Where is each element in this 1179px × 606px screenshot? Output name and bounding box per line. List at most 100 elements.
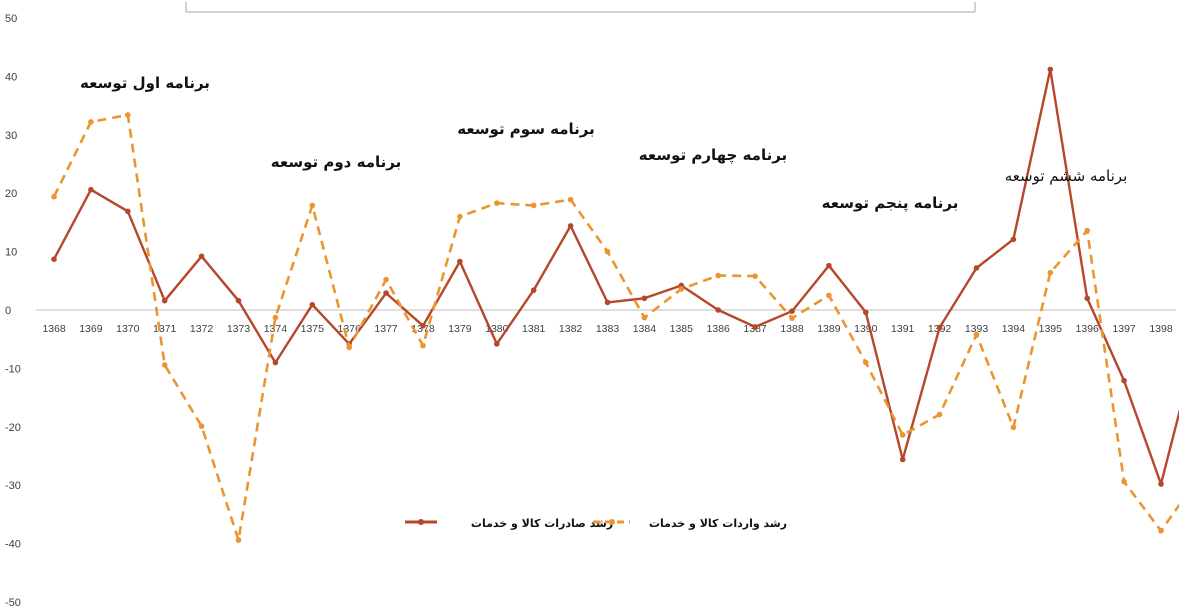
data-point-imports: [457, 213, 463, 220]
y-tick-label: 20: [5, 188, 17, 200]
data-point-imports: [567, 196, 574, 203]
y-tick-label: -40: [5, 539, 21, 551]
data-point-imports: [235, 537, 242, 543]
data-point-exports: [88, 186, 94, 193]
y-tick-label: -30: [5, 480, 21, 492]
data-point-imports: [1084, 227, 1090, 234]
data-point-imports: [1121, 478, 1127, 485]
series-line-exports: [52, 68, 1179, 486]
x-tick-label: 1377: [374, 323, 398, 335]
x-tick-label: 1383: [596, 323, 620, 335]
data-point-exports: [936, 324, 943, 331]
x-tick-label: 1397: [1112, 323, 1136, 335]
x-tick-label: 1385: [670, 323, 694, 335]
data-point-exports: [51, 256, 57, 262]
y-tick-label: -20: [5, 422, 21, 434]
x-tick-label: 1396: [1076, 323, 1100, 335]
data-point-exports: [530, 287, 537, 293]
annotation-plan-6: برنامه ششم توسعه: [1005, 167, 1128, 185]
data-point-imports: [198, 423, 205, 430]
data-point-imports: [715, 272, 721, 279]
data-point-exports: [494, 341, 500, 347]
y-tick-label: 40: [5, 71, 17, 83]
data-point-exports: [826, 262, 832, 269]
data-point-exports: [309, 301, 316, 308]
x-tick-label: 1398: [1149, 323, 1173, 335]
data-point-imports: [604, 248, 611, 255]
data-point-imports: [641, 314, 648, 321]
data-point-exports: [715, 307, 721, 313]
x-tick-label: 1395: [1039, 323, 1063, 335]
x-tick-label: 1386: [707, 323, 731, 335]
data-point-exports: [973, 265, 980, 271]
x-tick-label: 1391: [891, 323, 915, 335]
data-point-imports: [51, 193, 57, 200]
data-point-imports: [863, 359, 869, 366]
data-point-imports: [88, 119, 94, 125]
x-tick-label: 1382: [559, 323, 583, 335]
x-tick-label: 1371: [153, 323, 177, 335]
data-point-exports: [272, 359, 279, 366]
legend-label-exports: رشد صادرات کالا و خدمات: [471, 517, 613, 530]
data-point-imports: [494, 200, 500, 206]
data-point-imports: [1047, 269, 1054, 276]
data-point-exports: [604, 299, 611, 306]
data-point-exports: [420, 322, 426, 329]
x-tick-label: 1372: [190, 323, 214, 335]
data-point-exports: [1121, 377, 1127, 384]
data-point-exports: [1084, 295, 1090, 302]
data-point-imports: [161, 362, 168, 368]
legend-marker-imports: [609, 519, 615, 525]
x-tick-label: 1369: [79, 323, 103, 335]
y-tick-label: 0: [5, 305, 11, 317]
legend-label-imports: رشد واردات کالا و خدمات: [649, 517, 787, 530]
x-tick-label: 1378: [411, 323, 435, 335]
x-tick-label: 1373: [227, 323, 251, 335]
x-tick-label: 1375: [301, 323, 325, 335]
data-point-exports: [383, 290, 389, 296]
data-point-imports: [899, 432, 906, 438]
annotation-plan-5: برنامه پنجم توسعه: [822, 194, 959, 213]
y-axis: 50 40 30 20 10 0 -10 -20 -30 -40 -50: [5, 13, 21, 606]
annotation-plan-2: برنامه دوم توسعه: [271, 153, 401, 171]
data-point-exports: [1158, 481, 1164, 487]
annotation-plan-3: برنامه سوم توسعه: [457, 120, 595, 138]
x-tick-label: 1379: [448, 323, 472, 335]
data-point-exports: [125, 208, 131, 215]
data-point-imports: [789, 315, 795, 321]
data-point-exports: [235, 297, 242, 304]
data-point-exports: [752, 324, 758, 330]
x-tick-label: 1388: [780, 323, 804, 335]
data-point-imports: [752, 273, 758, 279]
data-point-imports: [383, 276, 389, 283]
data-point-exports: [198, 253, 205, 260]
data-point-imports: [826, 292, 832, 299]
data-point-imports: [272, 314, 279, 321]
legend-marker-exports: [418, 519, 424, 525]
y-tick-label: -10: [5, 363, 21, 375]
data-point-imports: [1158, 527, 1164, 534]
data-point-imports: [973, 331, 980, 338]
x-tick-label: 1390: [854, 323, 878, 335]
data-point-imports: [1010, 424, 1017, 431]
data-point-exports: [161, 297, 168, 304]
data-point-imports: [530, 202, 537, 209]
data-point-exports: [863, 309, 869, 316]
x-tick-label: 1374: [264, 323, 288, 335]
y-tick-label: -50: [5, 597, 21, 606]
y-tick-label: 30: [5, 130, 17, 142]
data-point-exports: [899, 456, 906, 463]
x-tick-label: 1381: [522, 323, 546, 335]
x-axis: 1368 1369 1370 1371 1372 1373 1374 1375 1376 1377…: [36, 309, 1176, 335]
data-point-imports: [346, 344, 353, 351]
x-tick-label: 1370: [116, 323, 140, 335]
data-point-imports: [936, 411, 943, 418]
annotation-plan-4: برنامه چهارم توسعه: [639, 146, 787, 165]
data-point-exports: [457, 258, 463, 265]
x-tick-label: 1376: [338, 323, 362, 335]
data-point-imports: [309, 202, 316, 209]
y-tick-label: 50: [5, 13, 17, 25]
y-tick-label: 10: [5, 247, 17, 259]
series-line-imports: [52, 113, 1179, 542]
